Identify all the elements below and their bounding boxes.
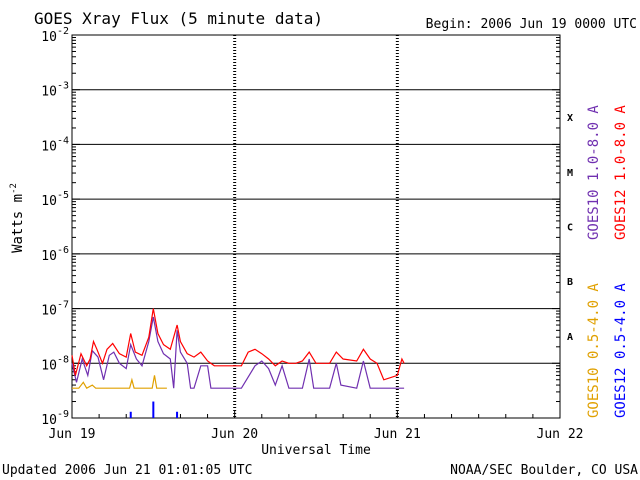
begin-label: Begin: 2006 Jun 19 0000 UTC [426,17,637,32]
flare-class-label: C [567,223,573,234]
x-tick-label: Jun 20 [211,427,258,442]
flare-class-label: X [567,113,573,124]
legend-entry: GOES10 0.5-4.0 A [586,283,602,418]
y-tick-label: 10-9 [41,409,69,428]
x-tick-label: Jun 19 [49,427,96,442]
updated-timestamp: Updated 2006 Jun 21 01:01:05 UTC [2,463,252,478]
y-tick-label: 10-7 [41,300,69,319]
flare-class-label: B [567,277,573,288]
legend-entry: GOES12 1.0-8.0 A [613,105,629,240]
x-tick-label: Jun 21 [374,427,421,442]
plot-area [71,34,561,419]
flare-class-label: A [567,332,573,343]
y-tick-label: 10-2 [41,26,69,45]
legend-entry: GOES10 1.0-8.0 A [586,105,602,240]
legend-entry: GOES12 0.5-4.0 A [613,283,629,418]
y-tick-label: 10-6 [41,245,69,264]
chart-title: GOES Xray Flux (5 minute data) [34,9,323,28]
y-tick-label: 10-5 [41,190,69,209]
series-line-1 [71,308,405,381]
y-tick-label: 10-4 [41,135,69,154]
series-line-2 [72,375,167,390]
x-axis-label: Universal Time [261,443,371,458]
series-line-0 [71,316,405,389]
source-credit: NOAA/SEC Boulder, CO USA [450,463,638,478]
y-axis-label: Watts m-2 [9,183,26,253]
y-tick-label: 10-3 [41,81,69,100]
y-tick-label: 10-8 [41,354,69,373]
flare-class-label: M [567,168,573,179]
x-tick-label: Jun 22 [537,427,584,442]
